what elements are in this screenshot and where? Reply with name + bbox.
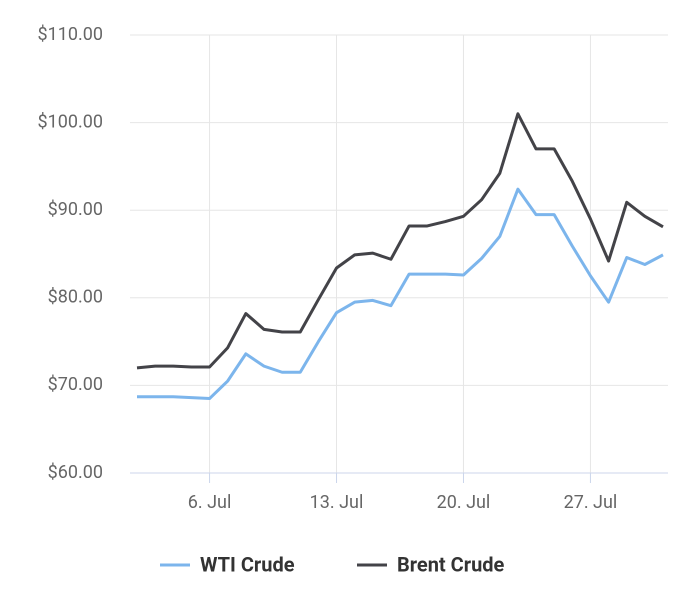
series-line bbox=[137, 187, 664, 401]
y-tick-label: $70.00 bbox=[48, 374, 103, 395]
series-line bbox=[136, 112, 664, 370]
x-tick-label: 27. Jul bbox=[564, 492, 618, 513]
x-tick-label: 6. Jul bbox=[188, 492, 232, 513]
y-tick-label: $80.00 bbox=[48, 287, 103, 308]
y-tick-label: $100.00 bbox=[38, 111, 103, 132]
legend-label: Brent Crude bbox=[397, 552, 505, 576]
y-tick-label: $90.00 bbox=[48, 199, 103, 220]
y-tick-label: $60.00 bbox=[48, 462, 103, 483]
x-tick-label: 20. Jul bbox=[437, 492, 491, 513]
x-tick-label: 13. Jul bbox=[310, 492, 364, 513]
legend-label: WTI Crude bbox=[200, 552, 295, 576]
y-tick-label: $110.00 bbox=[38, 24, 103, 45]
